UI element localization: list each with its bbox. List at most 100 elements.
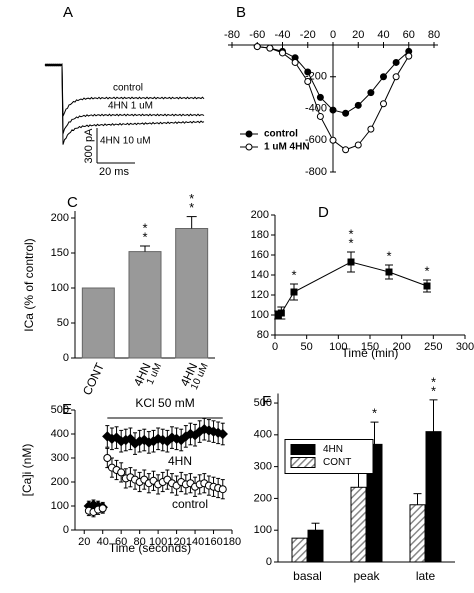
marker [277,309,285,317]
y-tick-label: 200 [254,492,272,504]
marker [405,52,413,60]
trace-label: control [113,83,143,94]
bar [425,431,442,563]
panel-letter: F [262,393,271,410]
marker [279,49,286,57]
scale-label: 300 pA [83,128,95,164]
y-tick-label: 50 [57,317,69,329]
marker [290,288,298,296]
y-axis-title: ICa (% of control) [22,238,36,331]
x-tick-label: -40 [275,29,291,41]
legend-swatch [290,444,316,455]
legend-label: CONT [323,457,351,468]
series-label: control [172,497,208,511]
significance-mark: * [189,191,194,206]
x-tick-label: 80 [428,29,440,41]
marker [354,141,362,149]
scale-label: 20 ms [99,166,129,178]
trace-label: 4HN 1 uM [108,101,153,112]
x-tick-label: CONT [80,360,107,397]
y-tick-label: 80 [257,329,269,341]
marker [139,434,150,446]
y-tick-label: 200 [51,476,69,488]
x-tick-label: 250 [424,341,442,353]
y-tick-label: 0 [63,352,69,364]
legend-swatch [290,457,316,468]
y-tick-label: 180 [251,229,269,241]
x-tick-label: 80 [134,536,146,548]
y-tick-label: 400 [254,429,272,441]
x-tick-label: 50 [301,341,313,353]
marker [98,504,107,513]
marker [392,58,400,66]
significance-mark: * [189,200,194,215]
significance-mark: * [348,235,353,250]
marker [217,428,228,440]
x-tick-label: 20 [352,29,364,41]
x-axis-title: Time (min) [342,346,399,360]
y-tick-label: 500 [254,397,272,409]
panel-letter: B [236,4,246,21]
x-tick-label: 300 [456,341,474,353]
y-tick-label: 100 [51,500,69,512]
y-tick-label: 140 [251,269,269,281]
marker [380,73,387,81]
bar [128,251,162,359]
x-tick-label: -60 [249,29,265,41]
series-label: 4HN [168,454,192,468]
marker [218,485,227,494]
marker [245,143,253,151]
current-trace [44,63,205,134]
x-tick-label: 160 [204,536,222,548]
y-tick-label: 0 [266,556,272,568]
x-tick-label: 0 [272,341,278,353]
series-line [277,261,428,316]
x-tick-label: 0 [330,29,336,41]
marker [245,130,253,138]
stimulus-label: KCl 50 mM [135,396,194,410]
y-tick-label: 100 [254,524,272,536]
current-trace [44,63,205,145]
x-tick-label: 100 [149,536,167,548]
significance-mark: * [424,263,429,278]
marker [117,468,126,477]
panel-letter: A [63,4,73,21]
x-tick-label: 200 [392,341,410,353]
marker [111,432,122,443]
panel-letter: C [67,194,78,211]
x-tick-label: -20 [300,29,316,41]
marker [304,78,312,86]
x-tick-label: 40 [97,536,109,548]
legend-label: control [264,129,298,140]
significance-mark: * [142,220,147,235]
x-axis-title: Time (seconds) [109,541,191,555]
marker [380,100,387,108]
marker [329,136,337,144]
y-tick-label: 150 [51,247,69,259]
significance-mark: * [431,374,436,389]
y-tick-label: 120 [251,289,269,301]
panel-letter: D [318,204,329,221]
current-trace [45,63,205,117]
significance-mark: * [142,229,147,244]
significance-mark: * [348,226,353,241]
marker [367,125,375,133]
significance-mark: * [386,248,391,263]
marker [266,44,274,52]
marker [342,146,350,154]
significance-mark: * [372,406,377,421]
y-tick-label: 0 [63,524,69,536]
legend-label: 1 uM 4HN [264,142,310,153]
x-tick-label: 60 [403,29,415,41]
y-tick-label: -400 [305,102,327,114]
bar [291,537,308,563]
y-axis-title: [Ca]i (nM) [20,444,34,497]
significance-mark: * [291,267,296,282]
marker [347,258,355,266]
x-tick-label: 100 [329,341,347,353]
marker [329,106,337,114]
x-tick-label: 180 [223,536,241,548]
y-tick-label: 400 [51,428,69,440]
bar [175,228,209,359]
trace-label: 4HN 10 uM [100,136,151,147]
